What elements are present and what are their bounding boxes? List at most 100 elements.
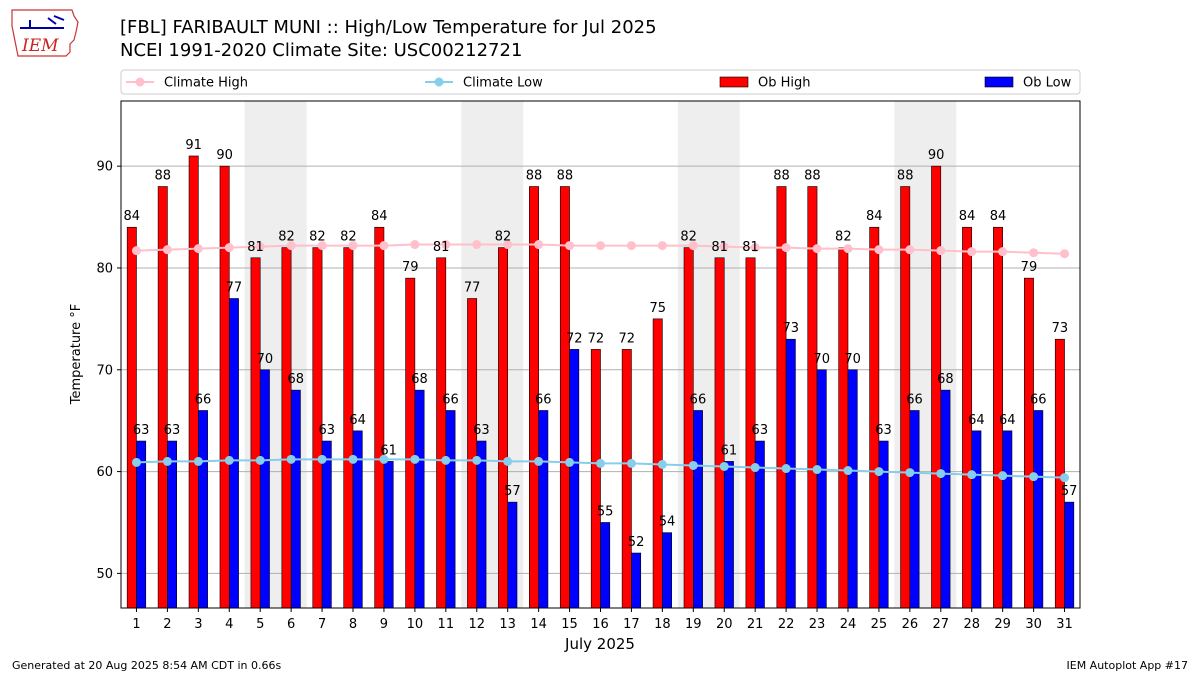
climate-low-point-7 <box>317 454 327 464</box>
iowa-outline-icon <box>11 9 79 57</box>
climate-low-point-21 <box>750 463 760 473</box>
ob-low-label-27: 68 <box>937 372 954 387</box>
climate-high-point-16 <box>596 241 605 251</box>
ob-low-label-31: 57 <box>1061 484 1078 499</box>
ob-high-label-7: 82 <box>309 230 326 245</box>
climate-low-point-29 <box>998 471 1008 481</box>
climate-high-point-18 <box>657 241 667 251</box>
ob-low-label-14: 66 <box>535 392 552 407</box>
ob-high-label-4: 90 <box>216 148 233 163</box>
climate-low-point-16 <box>596 458 605 468</box>
ob-low-bar-7 <box>321 440 332 609</box>
ob-high-label-6: 82 <box>278 230 295 245</box>
ob-low-label-13: 57 <box>504 484 521 499</box>
ob-low-bar-17 <box>631 552 642 609</box>
ob-low-bar-12 <box>476 440 487 609</box>
ob-low-bar-9 <box>383 461 394 609</box>
ob-high-label-15: 88 <box>557 169 574 184</box>
climate-low-point-2 <box>162 456 172 466</box>
ob-low-label-28: 64 <box>968 413 985 428</box>
ob-low-bar-25 <box>878 440 889 609</box>
ob-high-label-5: 81 <box>247 240 264 255</box>
ob-high-label-29: 84 <box>990 209 1007 224</box>
chart-title: [FBL] FARIBAULT MUNI :: High/Low Tempera… <box>120 17 657 38</box>
climate-high-point-28 <box>967 247 977 257</box>
weather-station-icon <box>20 15 65 29</box>
ob-high-label-19: 82 <box>680 230 697 245</box>
ob-high-label-14: 88 <box>526 169 543 184</box>
ob-high-label-28: 84 <box>959 209 976 224</box>
climate-high-point-13 <box>503 240 513 250</box>
ob-high-bar-9 <box>374 226 385 609</box>
ob-low-label-17: 52 <box>628 535 645 550</box>
ob-low-bar-20 <box>723 461 734 609</box>
ob-high-label-9: 84 <box>371 209 388 224</box>
x-tick-label-7: 7 <box>318 617 326 632</box>
x-axis-label: July 2025 <box>564 635 635 653</box>
x-tick-label-9: 9 <box>380 617 388 632</box>
climate-high-point-6 <box>286 241 296 251</box>
x-tick-label-27: 27 <box>933 617 950 632</box>
ob-high-label-30: 79 <box>1021 260 1038 275</box>
ob-low-bar-26 <box>909 410 920 609</box>
climate-high-point-24 <box>843 244 853 254</box>
x-tick-label-5: 5 <box>256 617 264 632</box>
ob-low-bar-16 <box>600 522 611 609</box>
climate-high-point-26 <box>905 245 915 255</box>
x-tick-label-12: 12 <box>468 617 485 632</box>
ob-low-bar-29 <box>1002 430 1013 609</box>
climate-high-point-4 <box>224 243 234 253</box>
climate-low-point-9 <box>379 454 389 464</box>
climate-high-point-2 <box>162 245 172 255</box>
climate-low-point-15 <box>565 457 575 467</box>
ob-high-label-2: 88 <box>154 169 171 184</box>
x-tick-label-10: 10 <box>407 617 424 632</box>
ob-low-bar-30 <box>1033 410 1044 609</box>
ob-high-bar-30 <box>1023 277 1034 609</box>
x-tick-label-2: 2 <box>163 617 171 632</box>
climate-low-point-19 <box>688 460 698 470</box>
ob-low-bar-31 <box>1064 501 1075 609</box>
climate-low-point-20 <box>719 461 729 471</box>
climate-low-point-23 <box>812 465 822 475</box>
x-tick-label-23: 23 <box>809 617 826 632</box>
legend-frame <box>120 69 1081 95</box>
climate-high-point-19 <box>688 241 698 251</box>
ob-high-label-22: 88 <box>773 169 790 184</box>
ob-high-label-13: 82 <box>495 230 512 245</box>
legend: Climate High Climate Low Ob High Ob Low <box>120 69 1081 95</box>
ob-high-bar-25 <box>869 226 880 609</box>
ob-high-bar-20 <box>714 257 725 609</box>
iem-logo: IEM <box>8 6 80 64</box>
ob-high-bar-3 <box>188 155 199 609</box>
ob-low-label-24: 70 <box>844 352 861 367</box>
legend-climate-high-marker <box>135 77 145 87</box>
climate-high-point-25 <box>874 245 884 255</box>
x-tick-label-25: 25 <box>871 617 888 632</box>
ob-high-bar-1 <box>126 226 137 609</box>
x-tick-label-4: 4 <box>225 617 233 632</box>
ob-high-label-17: 72 <box>619 331 636 346</box>
climate-low-point-17 <box>626 458 636 468</box>
x-tick-label-3: 3 <box>194 617 202 632</box>
climate-high-point-5 <box>255 242 265 252</box>
ob-low-label-21: 63 <box>752 423 769 438</box>
climate-low-point-28 <box>967 470 977 480</box>
ob-high-label-27: 90 <box>928 148 945 163</box>
ob-high-label-3: 91 <box>185 138 202 153</box>
ob-low-label-29: 64 <box>999 413 1016 428</box>
ob-high-label-24: 82 <box>835 230 852 245</box>
x-tick-label-29: 29 <box>994 617 1011 632</box>
x-tick-label-22: 22 <box>778 617 795 632</box>
legend-ob-low-swatch <box>984 76 1014 88</box>
legend-ob-low-label: Ob Low <box>1023 76 1072 91</box>
x-tick-label-1: 1 <box>132 617 140 632</box>
ob-low-label-6: 68 <box>288 372 305 387</box>
ob-low-bar-6 <box>290 389 301 609</box>
climate-high-point-7 <box>317 241 327 251</box>
climate-low-point-4 <box>224 455 234 465</box>
ob-low-bar-19 <box>693 410 703 609</box>
climate-high-point-17 <box>626 241 636 251</box>
x-tick-label-30: 30 <box>1025 617 1042 632</box>
climate-high-point-1 <box>131 246 141 256</box>
